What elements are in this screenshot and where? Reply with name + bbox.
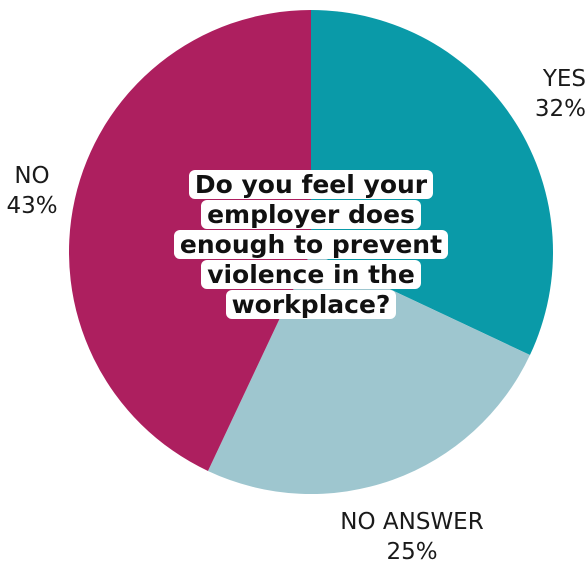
- slice-labels: YES 32% NO ANSWER 25% NO 43%: [6, 66, 586, 565]
- chart-title: Do you feel your employer does enough to…: [150, 170, 472, 320]
- slice-label-no-value: 43%: [6, 193, 57, 219]
- slice-label-no-answer-name: NO ANSWER: [340, 509, 483, 535]
- chart-title-text: Do you feel your employer does enough to…: [173, 170, 449, 319]
- slice-label-no-answer-value: 25%: [386, 539, 437, 565]
- slice-label-yes-value: 32%: [535, 96, 586, 122]
- slice-label-no-name: NO: [14, 163, 49, 189]
- slice-label-yes-name: YES: [542, 66, 586, 92]
